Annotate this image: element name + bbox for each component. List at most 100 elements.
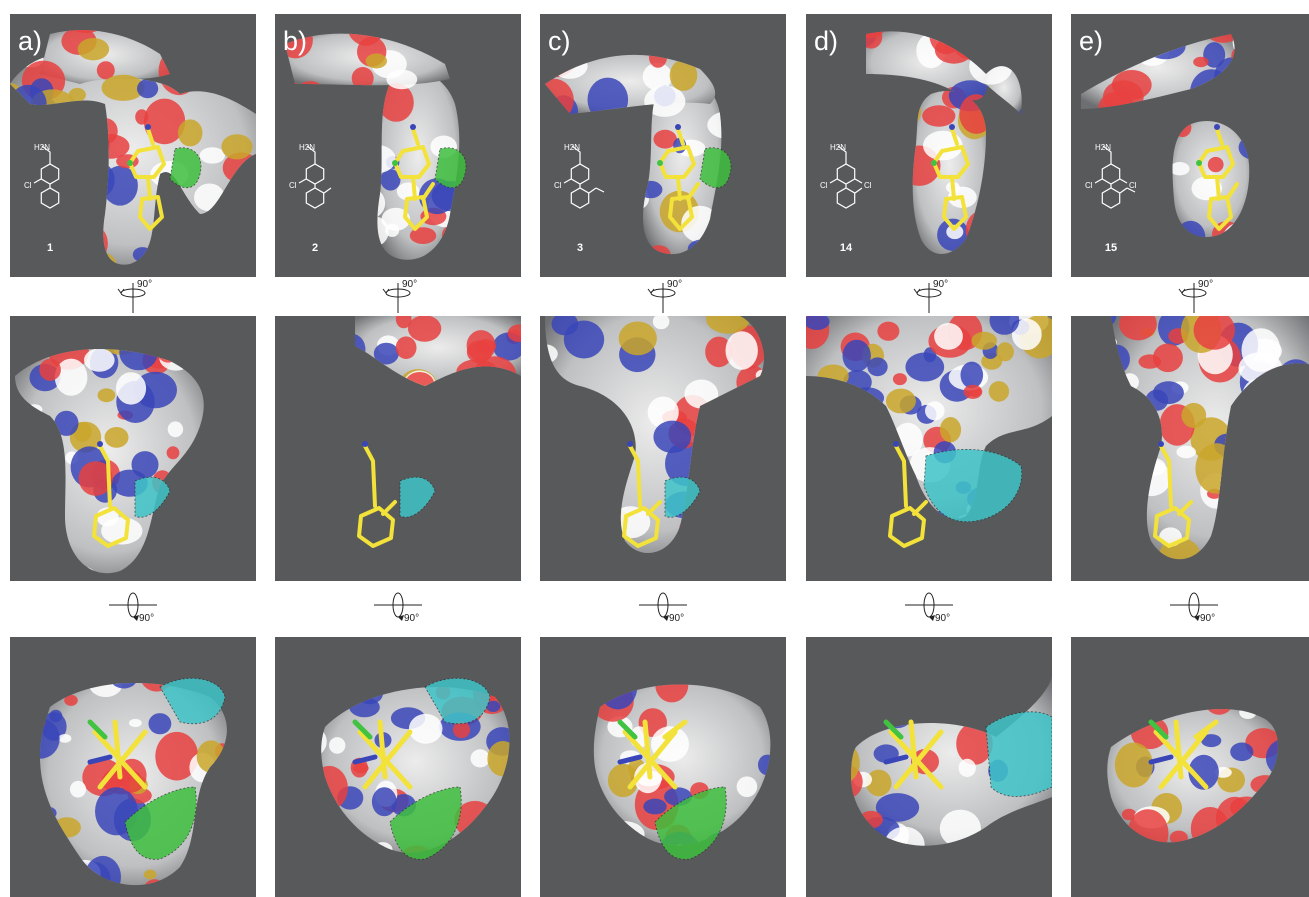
- nitrogen-atom: [1158, 441, 1164, 447]
- hydrophobic-patch-cyan: [134, 476, 171, 518]
- rotation-indicator-top: 90°: [103, 279, 163, 317]
- panel-label: e): [1079, 26, 1104, 56]
- amine-label: H2N: [830, 143, 846, 152]
- rotation-angle: 90°: [139, 613, 155, 624]
- rotation-indicator-top: 90°: [633, 279, 693, 317]
- ligand-stick: [1153, 444, 1193, 548]
- rotation-angle: 90°: [1198, 279, 1214, 290]
- panel-b-row1: H2N Cl b) 2: [275, 14, 521, 277]
- chemical-structure: [829, 145, 863, 209]
- hydrophobic-patch-cyan: [985, 711, 1052, 797]
- amine-label: H2N: [564, 143, 580, 152]
- substituent-labels: H2N Cl: [24, 143, 50, 190]
- panel-e-row3: [1071, 637, 1309, 897]
- chloro-label-2: Cl: [1129, 181, 1137, 190]
- rotation-angle: 90°: [669, 613, 685, 624]
- rotation-angle: 90°: [137, 279, 153, 290]
- panel-c-row3: [540, 637, 786, 897]
- rotation-angle: 90°: [404, 613, 420, 624]
- rotation-indicator-bottom: 90°: [368, 591, 428, 629]
- ligand-stick: [357, 444, 397, 548]
- rotation-indicator-bottom: 90°: [1164, 591, 1224, 629]
- amine-label: H2N: [1095, 143, 1111, 152]
- chlorine-atom: [1196, 160, 1202, 166]
- chloro-label: Cl: [289, 181, 297, 190]
- rotation-indicator-top: 90°: [899, 279, 959, 317]
- panel-b-row2: [275, 316, 521, 581]
- panel-label: c): [548, 26, 571, 56]
- compound-number: 1: [46, 242, 54, 254]
- hydrophobic-patch-green: [654, 786, 727, 860]
- panel-e-row2: [1071, 316, 1309, 581]
- ligand-stick: [888, 444, 928, 548]
- amine-label: H2N: [299, 143, 315, 152]
- nitrogen-atom: [627, 441, 633, 447]
- ligand-stick: [617, 719, 688, 790]
- hydrophobic-patch-green: [124, 786, 197, 860]
- nitrogen-atom: [362, 441, 368, 447]
- chloro-label: Cl: [24, 181, 32, 190]
- panel-d-row2: [806, 316, 1052, 581]
- amine-label: H2N: [34, 143, 50, 152]
- hydrophobic-patch-cyan: [424, 677, 491, 725]
- nitrogen-atom: [893, 441, 899, 447]
- rotation-angle: 90°: [402, 279, 418, 290]
- panel-c-row1: H2N Cl c) 3: [540, 14, 786, 277]
- ligand-stick: [622, 444, 662, 548]
- ligand-stick: [87, 719, 148, 790]
- ligand-stick: [883, 719, 944, 790]
- rotation-indicator-bottom: 90°: [103, 591, 163, 629]
- rotation-angle: 90°: [667, 279, 683, 290]
- chloro-label: Cl: [820, 181, 828, 190]
- substituent-labels: H2N Cl: [554, 143, 580, 190]
- ligand-stick: [393, 127, 435, 231]
- nitrogen-atom: [410, 124, 416, 130]
- panel-a-row1: H2N Cl a) 1: [10, 14, 256, 277]
- chloro-label: Cl: [554, 181, 562, 190]
- substituent-labels: H2N Cl Cl: [820, 143, 872, 190]
- nitrogen-atom: [97, 441, 103, 447]
- hydrophobic-patch-cyan: [159, 677, 226, 725]
- compound-number: 14: [839, 242, 853, 254]
- hydrophobic-patch-green: [389, 786, 462, 860]
- chlorine-atom: [657, 160, 663, 166]
- rotation-angle: 90°: [935, 613, 951, 624]
- ligand-stick: [352, 719, 413, 790]
- hydrophobic-patch-cyan: [399, 476, 436, 518]
- panel-label: d): [814, 26, 839, 56]
- hydrophobic-patch-green: [169, 147, 202, 189]
- panel-a-row3: [10, 637, 256, 897]
- chloro-label: Cl: [1085, 181, 1093, 190]
- chloro-label-2: Cl: [864, 181, 872, 190]
- rotation-indicator-bottom: 90°: [899, 591, 959, 629]
- rotation-indicator-top: 90°: [1164, 279, 1224, 317]
- chlorine-atom: [127, 160, 133, 166]
- ligand-stick: [1148, 719, 1219, 790]
- chemical-structure: [33, 145, 60, 209]
- chlorine-atom: [931, 160, 937, 166]
- rotation-angle: 90°: [1200, 613, 1216, 624]
- compound-number: 2: [311, 242, 319, 254]
- compound-number: 3: [576, 242, 584, 254]
- panel-c-row2: [540, 316, 786, 581]
- panel-label: a): [18, 26, 43, 56]
- chlorine-atom: [392, 160, 398, 166]
- panel-label: b): [283, 26, 308, 56]
- compound-number: 15: [1104, 242, 1118, 254]
- nitrogen-atom: [949, 124, 955, 130]
- hydrophobic-patch-cyan: [923, 449, 1023, 523]
- hydrophobic-patch-cyan: [664, 476, 701, 518]
- panel-d-row1: H2N Cl Cl d) 14: [806, 14, 1052, 277]
- hydrophobic-patch-green: [434, 147, 467, 189]
- chemical-structure: [1094, 145, 1136, 209]
- substituent-labels: H2N Cl: [289, 143, 315, 190]
- rotation-angle: 90°: [933, 279, 949, 290]
- nitrogen-atom: [145, 124, 151, 130]
- nitrogen-atom: [1214, 124, 1220, 130]
- panel-a-row2: [10, 316, 256, 581]
- hydrophobic-patch-green: [699, 147, 732, 189]
- chemical-structure: [563, 145, 605, 209]
- rotation-indicator-bottom: 90°: [633, 591, 693, 629]
- ligand-stick: [92, 444, 130, 548]
- panel-b-row3: [275, 637, 521, 897]
